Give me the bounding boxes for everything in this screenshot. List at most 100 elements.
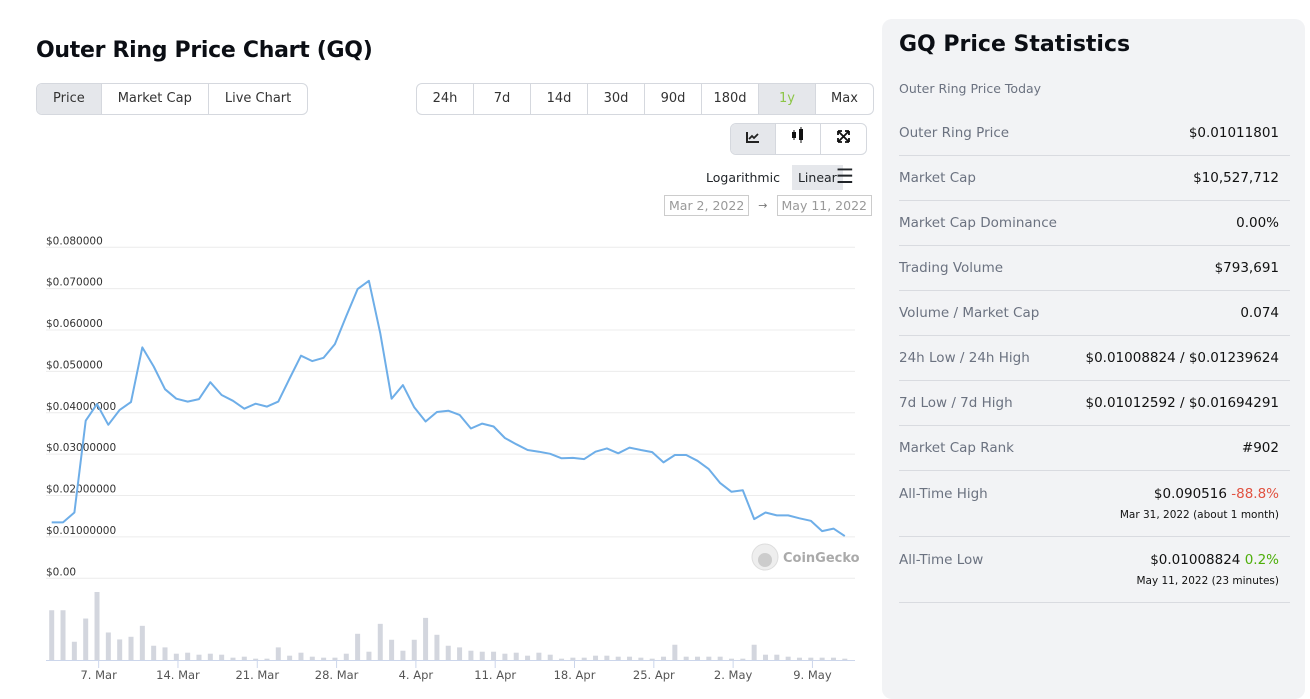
price-statistics-panel: GQ Price Statistics Outer Ring Price Tod… [882, 19, 1305, 699]
stat-label: Market Cap Dominance [899, 215, 1057, 231]
volume-bar [740, 658, 746, 660]
volume-bar [343, 653, 349, 660]
volume-bar [71, 641, 77, 660]
volume-bar [287, 655, 293, 660]
volume-bar [128, 636, 134, 660]
range-14d[interactable]: 14d [531, 84, 588, 114]
volume-bar [117, 639, 123, 660]
volume-bar [60, 610, 66, 660]
volume-bar [241, 656, 247, 660]
stat-row: 24h Low / 24h High $0.01008824 / $0.01239… [899, 336, 1290, 381]
stat-value: $0.01012592 / $0.01694291 [1085, 395, 1280, 411]
stat-atl: All-Time Low $0.01008824 0.2% May 11, 20… [899, 537, 1290, 603]
stat-value: $10,527,712 [1193, 170, 1279, 186]
y-tick-label: $0.04000000 [46, 401, 116, 413]
x-tick-label: 18. Apr [554, 668, 596, 682]
range-30d[interactable]: 30d [588, 84, 645, 114]
date-from-input[interactable]: Mar 2, 2022 [664, 195, 750, 216]
volume-bar [219, 654, 225, 660]
stat-label: All-Time High [899, 486, 988, 502]
y-tick-label: $0.03000000 [46, 442, 116, 454]
volume-bar [559, 658, 565, 660]
stat-label: 24h Low / 24h High [899, 350, 1030, 366]
stat-value: $0.01008824 / $0.01239624 [1085, 350, 1280, 366]
candlestick-icon [792, 127, 803, 143]
y-tick-label: $0.02000000 [46, 484, 116, 496]
date-to-input[interactable]: May 11, 2022 [776, 195, 872, 216]
y-tick-label: $0.080000 [46, 235, 103, 247]
atl-change: 0.2% [1244, 552, 1279, 568]
candlestick-button[interactable] [776, 124, 821, 154]
range-24h[interactable]: 24h [417, 84, 474, 114]
scale-toggle: Logarithmic Linear [700, 165, 843, 190]
volume-bar [525, 655, 531, 660]
x-tick-label: 2. May [714, 668, 753, 682]
volume-bar [49, 610, 55, 660]
line-chart-button[interactable] [731, 124, 776, 154]
volume-bar [355, 633, 361, 660]
volume-bar [83, 618, 89, 660]
volume-bar [581, 657, 587, 660]
price-chart: $0.00 $0.01000000 $0.02000000 $0.03000000 $0… [46, 235, 860, 682]
volume-bar [423, 617, 429, 660]
volume-bar [332, 657, 338, 660]
x-tick-label: 21. Mar [235, 668, 279, 682]
y-tick-label: $0.060000 [46, 318, 103, 330]
stats-title: GQ Price Statistics [899, 32, 1131, 57]
volume-bar [468, 650, 474, 660]
stat-value: $0.01011801 [1188, 125, 1279, 141]
linear-button[interactable]: Linear [791, 165, 843, 190]
volume-bar [321, 657, 327, 660]
volume-bar [479, 651, 485, 660]
volume-bar [695, 656, 701, 660]
volume-bar [173, 653, 179, 660]
volume-bar [774, 654, 780, 660]
x-tick-label: 9. May [793, 668, 832, 682]
volume-bar [593, 655, 599, 660]
volume-bar [683, 656, 689, 660]
line-chart-icon [746, 132, 759, 143]
tab-price[interactable]: Price [37, 84, 102, 114]
volume-bar [785, 656, 791, 660]
range-max[interactable]: Max [831, 91, 858, 106]
volume-bar [377, 623, 383, 660]
tab-live-chart[interactable]: Live Chart [224, 91, 292, 106]
volume-bar [661, 656, 667, 660]
stat-value: #902 [1241, 440, 1279, 456]
stat-row: Market Cap Dominance 0.00% [899, 201, 1290, 246]
page-title: Outer Ring Price Chart (GQ) [36, 38, 373, 63]
chart-tabs: Price Market Cap Live Chart [36, 83, 309, 115]
volume-bar [185, 652, 191, 660]
range-90d[interactable]: 90d [645, 84, 702, 114]
range-1y[interactable]: 1y [759, 84, 816, 114]
volume-bar [230, 657, 236, 660]
stat-row: Market Cap $10,527,712 [899, 156, 1290, 201]
stat-row: Trading Volume $793,691 [899, 246, 1290, 291]
volume-bar [627, 656, 633, 660]
volume-bar [457, 647, 463, 660]
volume-bar [94, 592, 100, 660]
stat-label: All-Time Low [899, 552, 984, 568]
logarithmic-button[interactable]: Logarithmic [706, 170, 780, 185]
volume-bar [139, 625, 145, 660]
tab-market-cap[interactable]: Market Cap [102, 84, 209, 114]
volume-bar [298, 652, 304, 660]
menu-icon[interactable]: ☰ [836, 164, 854, 188]
ath-change: -88.8% [1231, 486, 1279, 502]
volume-bar [207, 653, 213, 660]
x-tick-label: 25. Apr [633, 668, 675, 682]
arrow-icon: → [758, 199, 768, 212]
fullscreen-button[interactable] [821, 124, 866, 154]
volume-bar [536, 652, 542, 660]
watermark-text: CoinGecko [783, 551, 860, 566]
volume-bar [513, 652, 519, 660]
stat-label: Market Cap Rank [899, 440, 1014, 456]
range-7d[interactable]: 7d [474, 84, 531, 114]
volume-bar [842, 658, 848, 660]
range-180d[interactable]: 180d [702, 84, 759, 114]
volume-bar [615, 656, 621, 660]
volume-bar [570, 657, 576, 660]
stat-label: Outer Ring Price [899, 125, 1010, 141]
stat-row: Volume / Market Cap 0.074 [899, 291, 1290, 336]
volume-bar [751, 644, 757, 660]
